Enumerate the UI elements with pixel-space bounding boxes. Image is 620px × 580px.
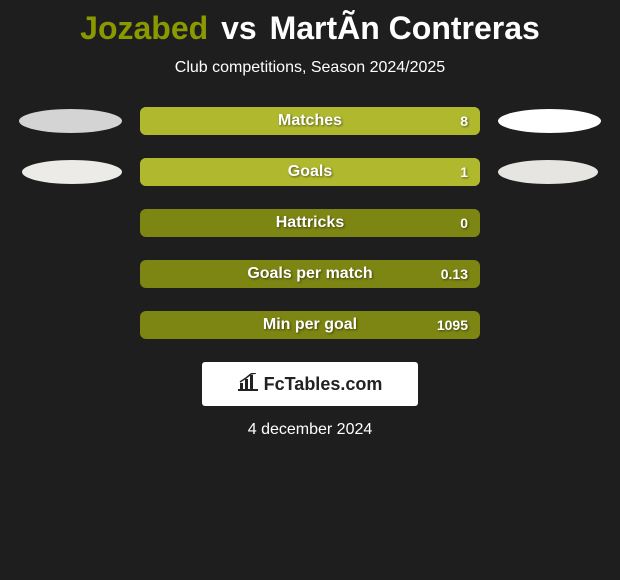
vs-text: vs bbox=[221, 10, 257, 46]
comparison-container: Jozabed vs MartÃ­n Contreras Club compet… bbox=[0, 0, 620, 449]
stat-row: Min per goal1095 bbox=[0, 311, 620, 339]
stat-label: Matches bbox=[140, 112, 480, 130]
stat-row: Goals per match0.13 bbox=[0, 260, 620, 288]
stat-value: 0 bbox=[460, 215, 468, 231]
stats-rows: Matches8Goals1Hattricks0Goals per match0… bbox=[0, 107, 620, 339]
stat-row: Matches8 bbox=[0, 107, 620, 135]
stat-label: Min per goal bbox=[140, 316, 480, 334]
player2-name: MartÃ­n Contreras bbox=[270, 10, 540, 46]
subtitle: Club competitions, Season 2024/2025 bbox=[0, 59, 620, 77]
stat-value: 1 bbox=[460, 164, 468, 180]
left-ellipse bbox=[19, 109, 122, 133]
date-text: 4 december 2024 bbox=[0, 421, 620, 439]
stat-label: Hattricks bbox=[140, 214, 480, 232]
right-ellipse bbox=[498, 160, 598, 184]
stat-bar: Min per goal1095 bbox=[140, 311, 480, 339]
left-ellipse bbox=[22, 160, 122, 184]
stat-label: Goals per match bbox=[140, 265, 480, 283]
chart-icon bbox=[238, 373, 258, 396]
stat-row: Hattricks0 bbox=[0, 209, 620, 237]
stat-bar: Goals1 bbox=[140, 158, 480, 186]
right-ellipse bbox=[498, 109, 601, 133]
stat-value: 0.13 bbox=[441, 266, 468, 282]
stat-row: Goals1 bbox=[0, 158, 620, 186]
logo-box: FcTables.com bbox=[202, 362, 418, 406]
player1-name: Jozabed bbox=[80, 10, 208, 46]
logo-label: FcTables.com bbox=[264, 374, 383, 395]
stat-value: 8 bbox=[460, 113, 468, 129]
stat-bar: Matches8 bbox=[140, 107, 480, 135]
stat-bar: Hattricks0 bbox=[140, 209, 480, 237]
logo-text: FcTables.com bbox=[238, 373, 383, 396]
stat-value: 1095 bbox=[437, 317, 468, 333]
page-title: Jozabed vs MartÃ­n Contreras bbox=[0, 10, 620, 47]
stat-bar: Goals per match0.13 bbox=[140, 260, 480, 288]
stat-label: Goals bbox=[140, 163, 480, 181]
